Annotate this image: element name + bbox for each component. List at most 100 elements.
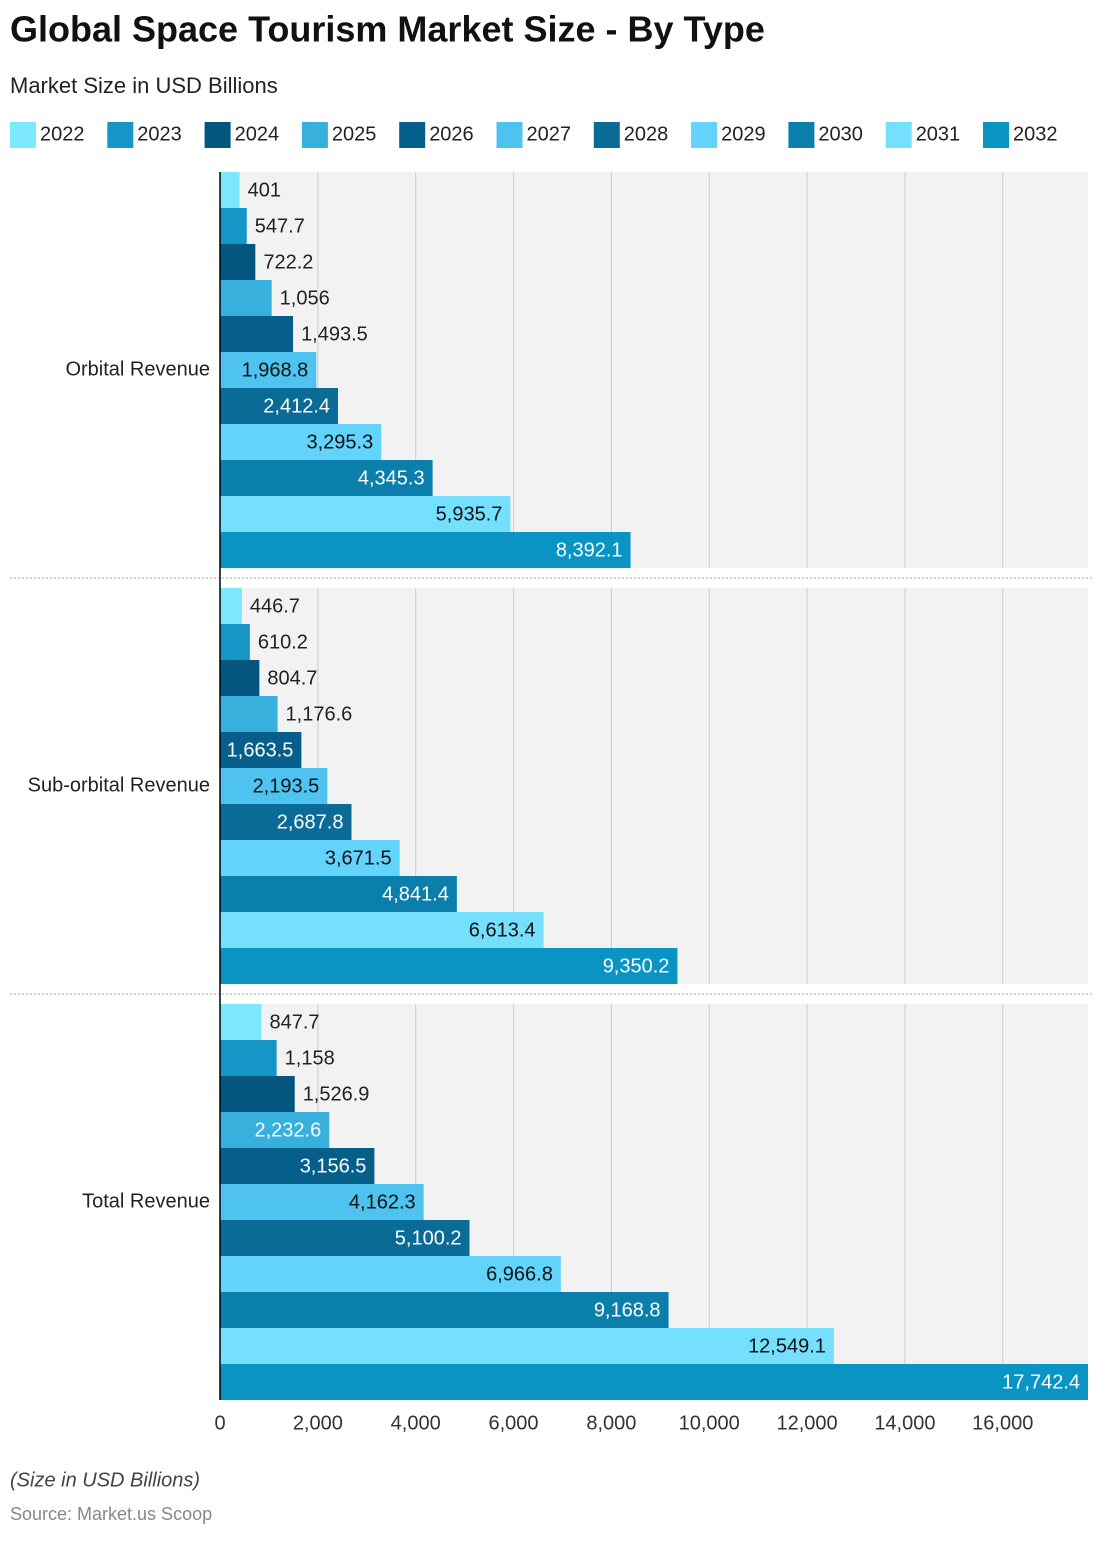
value-label: 6,613.4 [469,919,536,941]
value-label: 610.2 [258,631,308,653]
bar [220,424,382,460]
legend-label: 2028 [624,123,669,145]
x-tick-label: 12,000 [776,1412,837,1434]
value-label: 2,687.8 [277,811,344,833]
bar [220,948,678,984]
legend-swatch [983,122,1009,148]
bar [220,1220,470,1256]
value-label: 722.2 [263,251,313,273]
value-label: 12,549.1 [748,1335,826,1357]
legend-label: 2029 [721,123,766,145]
value-label: 2,193.5 [253,775,320,797]
bar [220,1004,262,1040]
value-label: 5,100.2 [395,1227,462,1249]
value-label: 4,345.3 [358,467,425,489]
chart-title: Global Space Tourism Market Size - By Ty… [10,9,765,50]
bar [220,280,272,316]
value-label: 17,742.4 [1002,1371,1080,1393]
value-label: 804.7 [267,667,317,689]
value-label: 6,966.8 [486,1263,553,1285]
legend-swatch [593,122,620,148]
value-label: 847.7 [269,1011,319,1033]
bar [220,460,433,496]
value-label: 1,968.8 [242,359,309,381]
value-label: 9,350.2 [603,955,670,977]
value-label: 8,392.1 [556,539,623,561]
value-label: 446.7 [250,595,300,617]
legend-label: 2031 [916,123,961,145]
bar [220,660,260,696]
x-tick-label: 14,000 [874,1412,935,1434]
bar [220,496,511,532]
note: (Size in USD Billions) [10,1469,200,1491]
category-label: Orbital Revenue [65,358,210,380]
x-tick-label: 2,000 [293,1412,343,1434]
bar [220,1184,424,1220]
legend-swatch [399,122,426,148]
bar [220,1256,561,1292]
value-label: 547.7 [255,215,305,237]
legend-label: 2030 [818,123,863,145]
x-tick-label: 4,000 [391,1412,441,1434]
value-label: 2,232.6 [254,1119,321,1141]
value-label: 4,162.3 [349,1191,416,1213]
bar [220,624,250,660]
value-label: 4,841.4 [382,883,449,905]
bar [220,316,294,352]
category-label: Total Revenue [82,1190,210,1212]
x-tick-label: 0 [214,1412,225,1434]
legend-swatch [301,122,328,148]
value-label: 1,158 [285,1047,335,1069]
bar [220,768,328,804]
bar [220,172,240,208]
bar [220,876,457,912]
legend-swatch [10,122,36,148]
bar [220,1328,834,1364]
x-tick-label: 8,000 [586,1412,636,1434]
bar [220,696,278,732]
bar [220,208,247,244]
value-label: 1,056 [280,287,330,309]
bar [220,1040,277,1076]
category-label: Sub-orbital Revenue [28,774,210,796]
legend-swatch [885,122,912,148]
bar [220,1364,1088,1400]
chart-subtitle: Market Size in USD Billions [10,73,278,98]
value-label: 1,663.5 [227,739,294,761]
legend-label: 2022 [40,123,85,145]
x-tick-label: 16,000 [972,1412,1033,1434]
bar [220,388,339,424]
bar [220,1112,330,1148]
value-label: 1,176.6 [286,703,353,725]
value-label: 3,295.3 [306,431,373,453]
legend-label: 2026 [429,123,474,145]
legend-label: 2024 [235,123,280,145]
value-label: 3,671.5 [325,847,392,869]
legend-label: 2032 [1013,123,1058,145]
legend-swatch [788,122,815,148]
value-label: 9,168.8 [594,1299,661,1321]
bar [220,1148,375,1184]
legend-label: 2023 [137,123,182,145]
legend-swatch [496,122,523,148]
bar [220,840,400,876]
value-label: 1,526.9 [303,1083,370,1105]
x-tick-label: 6,000 [489,1412,539,1434]
value-label: 1,493.5 [301,323,368,345]
bar [220,912,544,948]
source: Source: Market.us Scoop [10,1504,212,1524]
bar [220,532,631,568]
bar [220,1076,295,1112]
value-label: 3,156.5 [300,1155,367,1177]
bar [220,244,256,280]
bar [220,804,352,840]
x-tick-label: 10,000 [679,1412,740,1434]
bar [220,588,242,624]
bar [220,1292,669,1328]
value-label: 5,935.7 [436,503,503,525]
value-label: 401 [248,179,281,201]
legend-label: 2027 [527,123,572,145]
bar [220,352,317,388]
bar [220,732,302,768]
